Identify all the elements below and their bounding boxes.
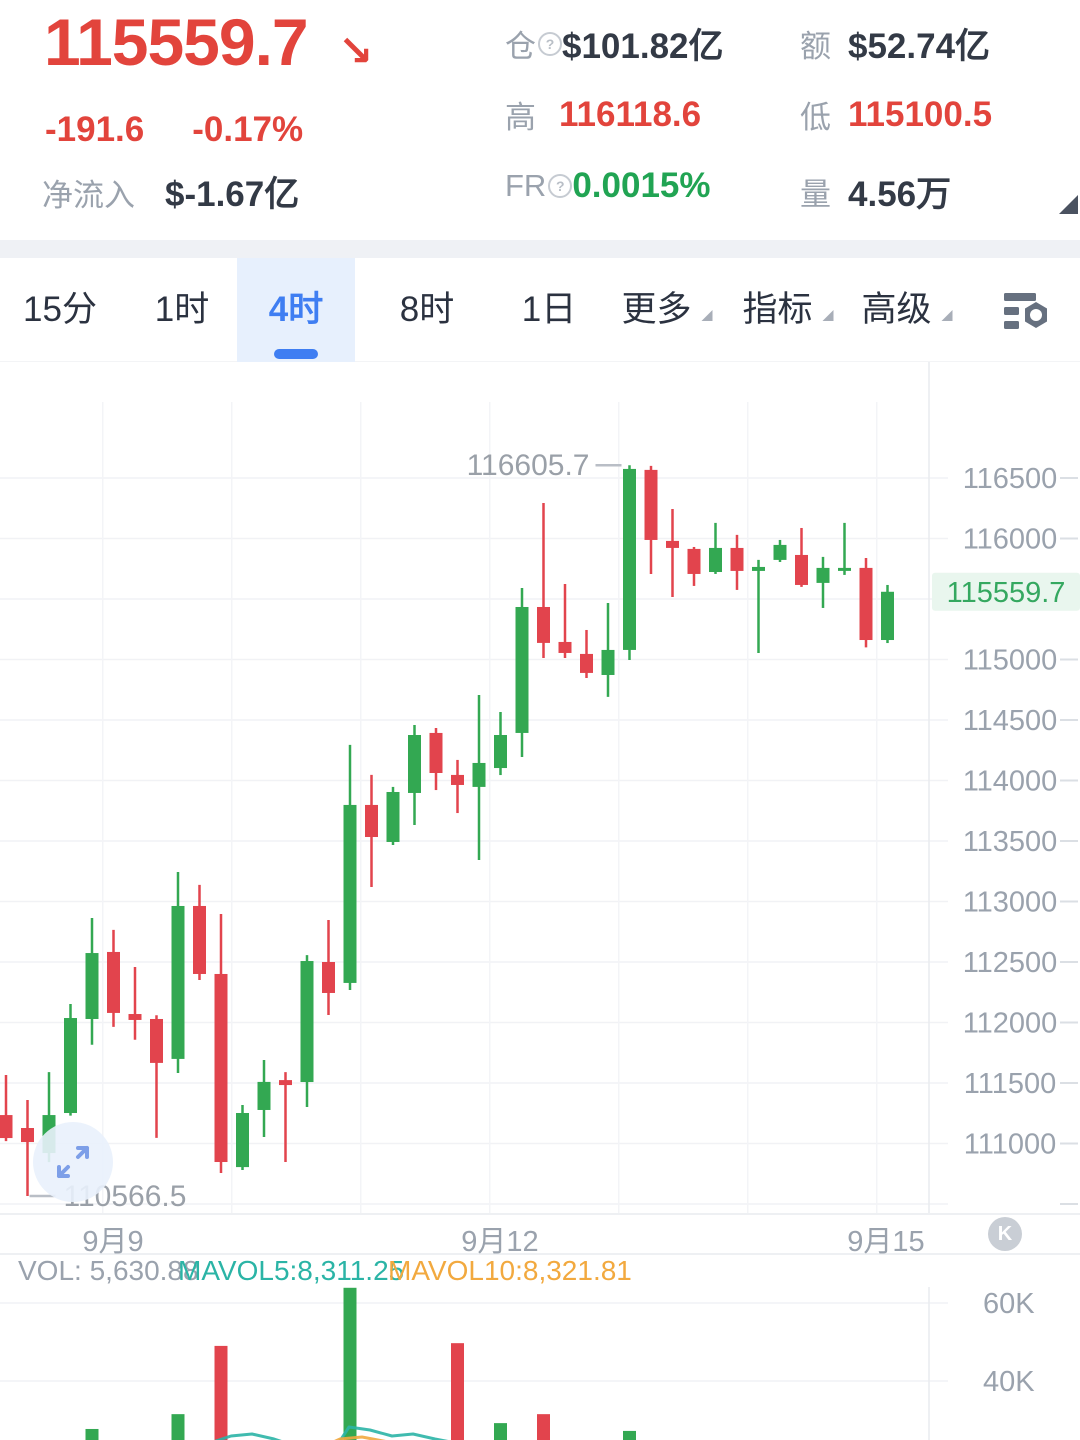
net-inflow-row: 净流入 $-1.67亿 (42, 166, 299, 217)
low-label: 低 (800, 100, 831, 135)
funding-rate-label: FR (505, 168, 547, 203)
selected-tab-background (237, 258, 355, 362)
svg-text:114500: 114500 (963, 705, 1058, 737)
funding-rate-row: FR? 0.0015% (505, 166, 711, 206)
volume-pane[interactable]: 60K 40K (0, 1287, 1080, 1440)
tab-8h[interactable]: 8时 (399, 290, 455, 329)
tab-1h[interactable]: 1时 (154, 290, 210, 329)
selected-tab-underline (274, 349, 318, 359)
tab-advanced-dropdown[interactable]: 高级 (861, 258, 953, 362)
svg-text:116500: 116500 (963, 463, 1058, 495)
open-interest-row: 仓? $101.82亿 (505, 18, 724, 69)
mavol10-value: MAVOL10:8,321.81 (388, 1255, 632, 1286)
volume-value: 4.56万 (848, 175, 952, 214)
net-inflow-value: $-1.67亿 (165, 175, 300, 214)
price-change-percent: -0.17% (192, 110, 304, 149)
dropdown-triangle-icon (941, 310, 953, 321)
open-interest-label: 仓 (505, 29, 536, 64)
net-inflow-label: 净流入 (42, 178, 135, 213)
dropdown-triangle-icon (822, 310, 834, 321)
interval-tabbar: 15分 1时 4时 8时 1日 更多 指标 高级 (0, 258, 1080, 362)
volume-row: 量 4.56万 (800, 166, 951, 217)
volume-label: 量 (800, 177, 831, 212)
svg-text:40K: 40K (983, 1366, 1035, 1398)
open-interest-value: $101.82亿 (562, 27, 724, 66)
header-corner-expand-icon[interactable] (1059, 195, 1078, 214)
high-label: 高 (505, 100, 536, 135)
svg-text:111500: 111500 (964, 1068, 1056, 1100)
chart-settings-icon[interactable] (1000, 289, 1052, 342)
turnover-label: 额 (800, 29, 831, 64)
turnover-value: $52.74亿 (848, 27, 991, 66)
date-axis: K 9月9 9月12 9月15 (0, 1213, 1080, 1258)
svg-text:115000: 115000 (963, 644, 1058, 676)
date-axis-label: 9月9 (82, 1226, 144, 1258)
tab-4h[interactable]: 4时 (268, 290, 324, 329)
turnover-row: 额 $52.74亿 (800, 18, 990, 69)
tab-indicators-dropdown[interactable]: 指标 (742, 258, 834, 362)
svg-text:113500: 113500 (963, 826, 1058, 858)
header-divider (0, 240, 1080, 258)
expand-chart-button[interactable] (33, 1122, 113, 1202)
svg-text:113000: 113000 (963, 886, 1058, 918)
volume-header: VOL: 5,630.88 MAVOL5:8,311.25 MAVOL10:8,… (0, 1255, 1080, 1287)
help-icon[interactable]: ? (548, 174, 573, 198)
svg-text:114000: 114000 (963, 765, 1058, 797)
k-mode-badge[interactable]: K (988, 1217, 1022, 1251)
svg-text:116000: 116000 (963, 523, 1058, 555)
trend-down-icon: ↘ (338, 27, 374, 74)
svg-text:116605.7: 116605.7 (467, 449, 590, 482)
mavol5-value: MAVOL5:8,311.25 (178, 1255, 405, 1286)
tab-1d[interactable]: 1日 (521, 290, 577, 329)
low-value: 115100.5 (848, 94, 993, 134)
last-price: 115559.7 (44, 5, 309, 79)
price-pane[interactable]: 116500 116000 115000 114500 114000 113500 1130… (0, 362, 1080, 1213)
high-row: 高 116118.6 (505, 92, 701, 137)
price-change: -191.6 (45, 110, 145, 149)
expand-icon (57, 1146, 89, 1178)
date-axis-label: 9月15 (847, 1226, 925, 1258)
dropdown-triangle-icon (701, 310, 713, 321)
price-change-row: -191.6 -0.17% (45, 110, 303, 150)
svg-text:112000: 112000 (963, 1007, 1058, 1039)
low-row: 低 115100.5 (800, 92, 992, 137)
svg-text:115559.7: 115559.7 (947, 577, 1066, 609)
funding-rate-value: 0.0015% (572, 166, 711, 205)
svg-text:60K: 60K (983, 1288, 1035, 1320)
vol-value: VOL: 5,630.88 (18, 1255, 199, 1286)
help-icon[interactable]: ? (538, 31, 562, 56)
tab-more-dropdown[interactable]: 更多 (621, 258, 713, 362)
high-value: 116118.6 (559, 94, 702, 134)
tab-15m[interactable]: 15分 (23, 290, 97, 329)
svg-text:111000: 111000 (964, 1128, 1056, 1160)
date-axis-label: 9月12 (461, 1226, 539, 1258)
svg-text:112500: 112500 (963, 947, 1058, 979)
